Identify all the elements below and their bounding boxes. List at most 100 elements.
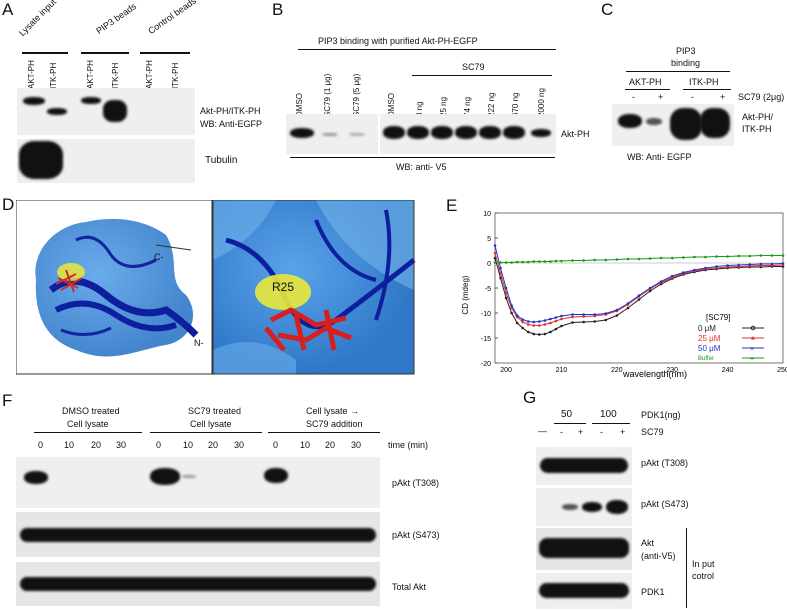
lane-label: SC79 (1 μg)	[323, 73, 332, 117]
legend-entry: 0 μM	[698, 324, 716, 333]
panel-letter-c: C	[601, 0, 614, 19]
input-label: In put	[692, 559, 715, 569]
sign: —	[538, 426, 547, 436]
data-point	[526, 323, 530, 326]
wb-label: WB: Anti- EGFP	[627, 152, 692, 162]
band-label: ITK-PH	[742, 124, 772, 134]
blot-label: pAkt (T308)	[392, 478, 440, 488]
data-point	[682, 271, 685, 274]
data-point	[659, 280, 663, 283]
blot-label: PDK1	[641, 587, 665, 597]
data-point	[604, 258, 608, 262]
sign: +	[720, 92, 726, 102]
x-tick-label: 250	[777, 367, 787, 374]
sign: +	[658, 92, 664, 102]
data-point	[532, 260, 536, 263]
time-tick: 20	[91, 440, 102, 450]
data-point	[582, 313, 585, 316]
data-point	[670, 256, 674, 260]
sign: -	[632, 92, 635, 102]
sign: +	[578, 427, 584, 437]
data-point	[526, 260, 530, 264]
data-point	[593, 258, 596, 262]
blot-pakt-s473	[16, 512, 380, 557]
panel-title: PIP3 binding with purified Akt-PH-EGFP	[318, 36, 478, 46]
data-point	[693, 268, 696, 272]
x-tick-label: 230	[666, 367, 678, 374]
x-tick-label: 210	[556, 367, 568, 374]
data-point	[538, 320, 541, 323]
data-point	[532, 324, 536, 327]
sign: +	[620, 427, 626, 437]
blot-akt-v5	[536, 528, 632, 570]
group-label: SC79 treated	[188, 406, 242, 416]
data-point	[726, 264, 729, 267]
panel-letter-b: B	[272, 0, 284, 19]
svg-text:×: ×	[750, 346, 754, 353]
sign: -	[560, 427, 563, 437]
blot-pakt-s473	[536, 488, 632, 526]
data-point	[670, 274, 674, 278]
y-tick-label: -5	[485, 286, 491, 293]
lane-label: ITK-PH	[49, 62, 58, 89]
blot-akt-ph-left	[286, 114, 378, 154]
data-point	[726, 255, 729, 258]
group-label: Cell lysate	[67, 419, 109, 429]
panel-title: PIP3	[676, 46, 696, 56]
label-r25: R25	[272, 280, 295, 294]
lane-label: SC79 (5 μg)	[352, 73, 361, 117]
data-point	[748, 254, 752, 258]
blot-label: (anti-V5)	[641, 551, 676, 561]
time-tick: 0	[156, 440, 162, 450]
data-point	[593, 313, 596, 316]
data-point	[543, 323, 547, 326]
time-tick: 10	[183, 440, 194, 450]
data-point	[532, 320, 536, 324]
data-point	[704, 266, 707, 270]
input-label: cotrol	[692, 571, 715, 581]
blot-pakt-t308	[536, 447, 632, 485]
blot-label: pAkt (T308)	[641, 458, 689, 468]
legend-title: [SC79]	[706, 313, 730, 322]
data-point	[737, 263, 740, 267]
data-point	[504, 286, 508, 290]
data-point	[560, 324, 563, 328]
panel-title: binding	[671, 58, 701, 68]
data-point	[637, 298, 641, 301]
data-point	[515, 260, 519, 264]
data-point	[543, 332, 547, 336]
data-point	[493, 244, 497, 247]
sc79-label: SC79	[462, 62, 485, 72]
group-label: Cell lysate →	[306, 406, 360, 416]
data-point	[560, 317, 563, 321]
data-point	[549, 260, 552, 263]
data-point	[593, 320, 596, 323]
lane-label: AKT-PH	[145, 60, 154, 89]
y-tick-label: 5	[487, 236, 491, 243]
data-point	[604, 318, 608, 322]
y-tick-label: -10	[481, 311, 491, 318]
data-point	[510, 261, 513, 264]
data-point	[604, 312, 608, 315]
group-label: PIP3 beads	[94, 1, 139, 36]
lane-label: AKT-PH	[86, 60, 95, 89]
data-point	[526, 320, 530, 323]
data-point	[571, 313, 574, 316]
plot-area	[494, 212, 784, 364]
data-point	[560, 314, 563, 318]
legend-entry: 25 μM	[698, 334, 721, 343]
y-tick-label: 10	[483, 211, 491, 218]
sign: -	[600, 427, 603, 437]
label-n-terminus: N-	[194, 338, 204, 348]
data-point	[521, 320, 524, 324]
group-label: AKT-PH	[629, 77, 662, 87]
time-tick: 30	[351, 440, 362, 450]
data-point	[637, 257, 641, 261]
group-label: Cell lysate	[190, 419, 232, 429]
data-point	[538, 260, 541, 263]
data-point	[532, 332, 536, 336]
label-c-terminus: C-	[154, 252, 164, 262]
time-tick: 30	[234, 440, 245, 450]
blot-label: pAkt (S473)	[641, 499, 689, 509]
time-tick: 0	[273, 440, 279, 450]
